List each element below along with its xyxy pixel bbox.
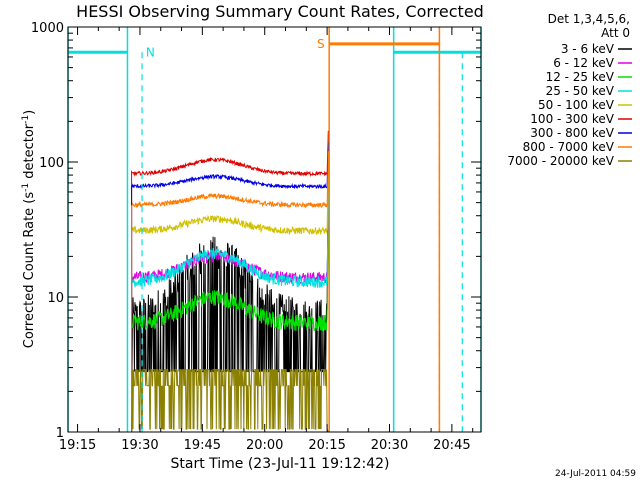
y-axis-label-end: ) — [22, 110, 37, 115]
legend-label: 6 - 12 keV — [553, 56, 615, 70]
y-tick-label: 10 — [47, 291, 64, 306]
series-line — [131, 130, 329, 432]
y-axis-label-sup2: -1 — [21, 115, 31, 124]
x-tick-label: 19:45 — [184, 438, 221, 453]
series-line — [131, 130, 329, 432]
series-line — [131, 232, 329, 432]
legend-label: 12 - 25 keV — [546, 70, 615, 84]
series-line — [131, 191, 329, 432]
annotation-label-night: N — [146, 45, 155, 59]
series-layer — [131, 130, 329, 432]
y-tick-label: 1000 — [31, 21, 64, 36]
series-line — [131, 369, 329, 432]
legend-header-2: Att 0 — [601, 26, 630, 40]
y-axis-label-sup1: -1 — [21, 183, 31, 192]
y-axis: 1 10 100 1000 — [31, 21, 481, 441]
x-tick-label: 20:30 — [371, 438, 408, 453]
y-axis-label-mid: detector — [22, 123, 37, 183]
series-line — [131, 151, 329, 432]
x-tick-label: 20:15 — [308, 438, 345, 453]
x-tick-label: 20:00 — [246, 438, 283, 453]
x-tick-label: 19:15 — [59, 438, 96, 453]
y-axis-label-main: Corrected Count Rate (s — [22, 192, 37, 349]
y-tick-label: 1 — [56, 426, 64, 441]
x-tick-label: 20:45 — [433, 438, 470, 453]
x-axis-label: Start Time (23-Jul-11 19:12:42) — [170, 456, 389, 472]
x-tick-label: 19:30 — [121, 438, 158, 453]
y-axis-label: Corrected Count Rate (s-1 detector-1) — [21, 110, 37, 348]
legend-label: 3 - 6 keV — [561, 42, 615, 56]
timestamp: 24-Jul-2011 04:59 — [555, 469, 636, 479]
legend-label: 300 - 800 keV — [530, 126, 614, 140]
y-tick-label: 100 — [39, 156, 64, 171]
legend-label: 800 - 7000 keV — [523, 140, 615, 154]
series-line — [131, 168, 329, 432]
legend-label: 100 - 300 keV — [530, 112, 614, 126]
legend-header-1: Det 1,3,4,5,6, — [548, 12, 630, 26]
annotation-label-saa: S — [317, 37, 325, 51]
plot-frame — [67, 26, 482, 433]
x-axis: 19:15 19:30 19:45 20:00 20:15 20:30 20:45 — [59, 27, 474, 453]
series-line — [131, 142, 329, 432]
chart-title: HESSI Observing Summary Count Rates, Cor… — [76, 2, 484, 21]
legend-label: 50 - 100 keV — [538, 98, 615, 112]
legend-label: 7000 - 20000 keV — [507, 154, 614, 168]
legend-label: 25 - 50 keV — [546, 84, 615, 98]
